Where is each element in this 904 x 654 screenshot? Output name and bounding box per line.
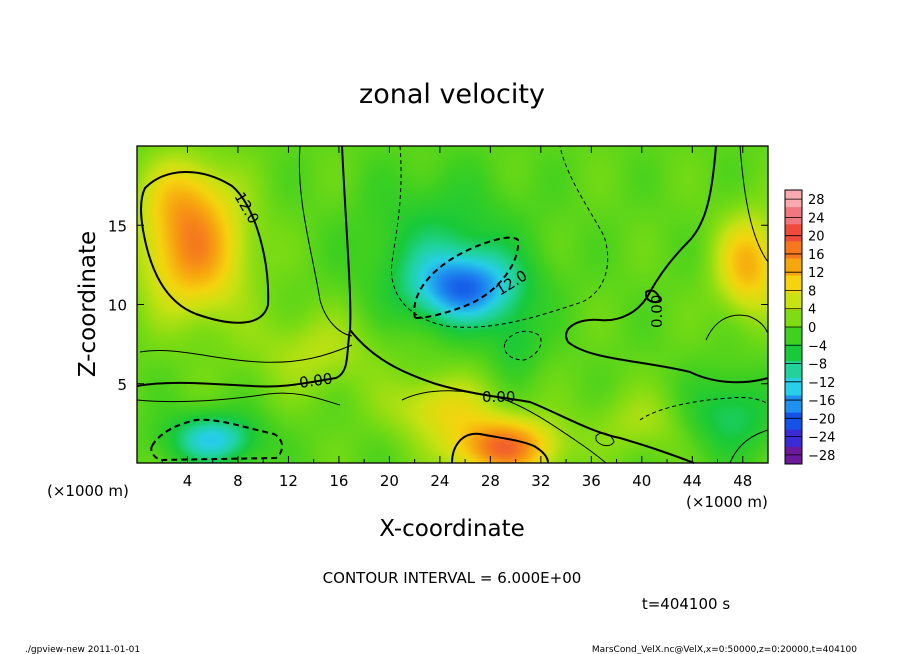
x-tick-label: 4 <box>183 472 193 490</box>
contour-line <box>739 145 769 263</box>
x-tick-label: 12 <box>279 472 298 490</box>
colorbar-swatch <box>785 395 802 414</box>
colorbar-label: 8 <box>808 284 816 299</box>
colorbar-label: −20 <box>808 412 835 427</box>
y-axis-label: Z-coordinate <box>75 231 101 377</box>
colorbar-label: −24 <box>808 431 835 446</box>
x-tick-label: 8 <box>233 472 243 490</box>
contour-line <box>413 236 520 320</box>
contour-line <box>150 418 284 462</box>
colorbar-label: −16 <box>808 394 835 409</box>
x-tick-label: 28 <box>481 472 500 490</box>
footer-right-note: MarsCond_VelX.nc@VelX,x=0:50000,z=0:2000… <box>592 645 857 654</box>
colorbar-label: −8 <box>808 358 827 373</box>
y-tick-label: 10 <box>108 297 127 315</box>
colorbar-label: 16 <box>808 248 825 263</box>
contour-line <box>136 392 341 406</box>
contour-line <box>645 289 662 304</box>
contour-label: 0.00 <box>648 295 666 328</box>
contour-line <box>705 314 769 341</box>
contour-interval-text: CONTOUR INTERVAL = 6.000E+00 <box>323 569 582 587</box>
x-tick-label: 20 <box>380 472 399 490</box>
colorbar-label: 24 <box>808 211 825 226</box>
contour-line <box>729 429 769 464</box>
time-stamp: t=404100 s <box>642 595 730 613</box>
colorbar: 28 24 20 16 12 8 4 0 −4 −8 −12 −16 −20 −24 −28 <box>784 189 835 465</box>
y-tick-label: 5 <box>117 376 127 394</box>
colorbar-swatch <box>785 361 802 379</box>
colorbar-swatch <box>785 429 802 448</box>
colorbar-label: 0 <box>808 321 816 336</box>
colorbar-swatch <box>785 292 802 311</box>
contour-line <box>139 344 353 363</box>
colorbar-label: −28 <box>808 449 835 464</box>
x-axis-ticks: 4 8 12 16 20 24 28 32 36 40 44 48 <box>161 146 752 490</box>
contour-line <box>349 329 695 464</box>
colorbar-swatch <box>785 378 802 396</box>
colorbar-swatch <box>785 309 802 328</box>
contour-line <box>595 432 615 447</box>
x-axis-label: X-coordinate <box>379 516 525 542</box>
colorbar-swatch <box>785 344 802 362</box>
footer-left-note: ./gpview-new 2011-01-01 <box>25 645 140 654</box>
colorbar-label: 20 <box>808 230 825 245</box>
contour-line <box>451 432 549 464</box>
y-tick-label: 15 <box>108 217 127 235</box>
chart-title: zonal velocity <box>359 79 545 110</box>
colorbar-swatch <box>785 207 802 225</box>
y-axis-ticks: 5 10 15 <box>108 217 768 394</box>
colorbar-swatch <box>785 412 802 431</box>
colorbar-label: 28 <box>808 193 825 208</box>
x-tick-label: 36 <box>582 472 601 490</box>
colorbar-label: −12 <box>808 376 835 391</box>
plot-area: 12.0 12.0 0.00 0.00 0.00 4 8 12 16 20 24 28 32 3… <box>108 145 769 490</box>
x-tick-label: 32 <box>531 472 550 490</box>
colorbar-swatch <box>785 241 802 259</box>
x-tick-label: 48 <box>733 472 752 490</box>
colorbar-swatch <box>785 258 802 277</box>
x-tick-label: 24 <box>430 472 449 490</box>
x-tick-label: 44 <box>683 472 702 490</box>
contour-label: 0.00 <box>298 369 334 391</box>
contour-line <box>565 145 769 384</box>
x-unit-label-right: (×1000 m) <box>686 493 768 511</box>
colorbar-swatch <box>785 446 802 465</box>
contour-lines <box>136 145 769 464</box>
colorbar-label: −4 <box>808 339 827 354</box>
contour-line <box>390 145 609 328</box>
colorbar-swatch <box>785 327 802 345</box>
heatmap-field <box>137 146 768 463</box>
contour-line <box>639 397 769 421</box>
contour-label: 0.00 <box>482 388 515 406</box>
x-tick-label: 16 <box>329 472 348 490</box>
x-tick-label: 40 <box>632 472 651 490</box>
contour-line <box>136 145 352 388</box>
colorbar-label: 4 <box>808 303 816 318</box>
contour-line <box>139 170 270 324</box>
x-unit-label-left: (×1000 m) <box>47 482 129 500</box>
contour-line <box>401 390 607 464</box>
colorbar-swatch <box>785 275 802 294</box>
contour-line <box>298 145 353 337</box>
colorbar-label: 12 <box>808 266 825 281</box>
colorbar-swatch <box>785 224 802 242</box>
